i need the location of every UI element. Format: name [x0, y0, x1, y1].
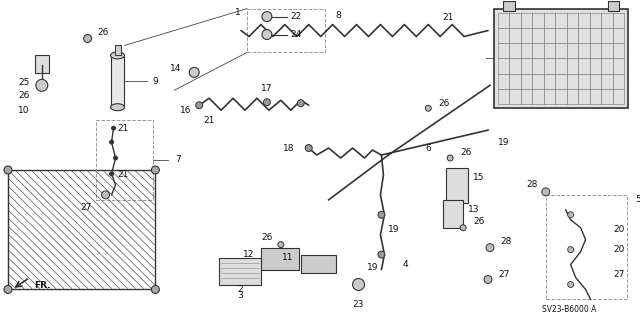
Circle shape: [447, 155, 453, 161]
Text: 2: 2: [237, 285, 243, 294]
Bar: [607, 1, 620, 11]
Text: 8: 8: [336, 11, 342, 20]
Circle shape: [152, 166, 159, 174]
Text: 26: 26: [473, 217, 484, 226]
Text: 20: 20: [614, 245, 625, 254]
Bar: [494, 9, 628, 108]
Text: 15: 15: [473, 174, 484, 182]
Text: FR.: FR.: [34, 281, 51, 290]
Bar: [115, 46, 120, 56]
Text: 19: 19: [498, 137, 509, 146]
Circle shape: [111, 126, 116, 130]
Circle shape: [4, 286, 12, 293]
Circle shape: [486, 244, 494, 252]
Circle shape: [378, 251, 385, 258]
Text: 27: 27: [498, 270, 509, 279]
Text: 27: 27: [614, 270, 625, 279]
Circle shape: [4, 166, 12, 174]
Circle shape: [264, 99, 270, 106]
Text: 26: 26: [262, 233, 273, 242]
Bar: [498, 13, 625, 104]
Bar: [301, 255, 335, 272]
Text: 19: 19: [367, 263, 378, 272]
Text: 23: 23: [353, 300, 364, 309]
Circle shape: [305, 145, 312, 152]
Bar: [546, 195, 627, 300]
Text: 5: 5: [636, 195, 640, 204]
Text: 1: 1: [236, 8, 241, 17]
Bar: [503, 1, 515, 11]
Circle shape: [353, 278, 365, 291]
Circle shape: [262, 11, 272, 22]
Text: 16: 16: [180, 106, 191, 115]
Text: 4: 4: [403, 260, 408, 269]
Circle shape: [568, 281, 573, 287]
Text: 7: 7: [175, 155, 181, 165]
Circle shape: [109, 172, 113, 176]
Text: 18: 18: [284, 144, 295, 152]
Circle shape: [102, 191, 109, 199]
Circle shape: [152, 286, 159, 293]
Bar: [219, 258, 261, 286]
Bar: [95, 120, 154, 200]
Text: 6: 6: [426, 144, 431, 152]
Text: 24: 24: [291, 30, 302, 39]
Text: 10: 10: [19, 106, 30, 115]
Text: 26: 26: [19, 91, 30, 100]
Text: 21: 21: [118, 124, 129, 133]
Circle shape: [298, 100, 304, 107]
Text: 19: 19: [388, 225, 399, 234]
Text: 12: 12: [243, 250, 254, 259]
Bar: [111, 56, 125, 107]
Circle shape: [36, 79, 48, 91]
Text: 3: 3: [237, 291, 243, 300]
Circle shape: [568, 247, 573, 253]
Text: 13: 13: [468, 205, 479, 214]
Circle shape: [109, 140, 113, 144]
Bar: [261, 248, 299, 270]
Circle shape: [425, 105, 431, 111]
Text: 9: 9: [152, 77, 158, 86]
Circle shape: [84, 34, 92, 42]
Bar: [247, 9, 324, 52]
Text: 25: 25: [19, 78, 30, 87]
Ellipse shape: [111, 52, 125, 59]
Text: 21: 21: [442, 13, 454, 22]
Bar: [443, 200, 463, 228]
Circle shape: [189, 67, 199, 77]
Circle shape: [568, 212, 573, 218]
Circle shape: [460, 225, 466, 231]
Circle shape: [262, 30, 272, 40]
Text: 14: 14: [170, 64, 181, 73]
Text: 22: 22: [291, 12, 302, 21]
Text: 20: 20: [614, 225, 625, 234]
Text: 26: 26: [438, 99, 449, 108]
Text: 28: 28: [527, 181, 538, 189]
Circle shape: [542, 188, 550, 196]
Circle shape: [484, 276, 492, 284]
Text: 26: 26: [98, 28, 109, 37]
Text: 26: 26: [460, 147, 472, 157]
Text: SV23-B6000 A: SV23-B6000 A: [543, 305, 597, 314]
Text: 28: 28: [500, 237, 511, 246]
Circle shape: [196, 102, 203, 109]
Text: 21: 21: [204, 116, 215, 125]
Bar: [8, 170, 156, 289]
Bar: [35, 56, 49, 73]
Circle shape: [113, 156, 118, 160]
Ellipse shape: [111, 104, 125, 111]
Circle shape: [378, 211, 385, 218]
Bar: [446, 168, 468, 203]
Text: 27: 27: [80, 203, 92, 212]
Circle shape: [278, 242, 284, 248]
Text: 11: 11: [282, 253, 294, 262]
Text: 21: 21: [118, 170, 129, 179]
Text: 17: 17: [261, 84, 273, 93]
